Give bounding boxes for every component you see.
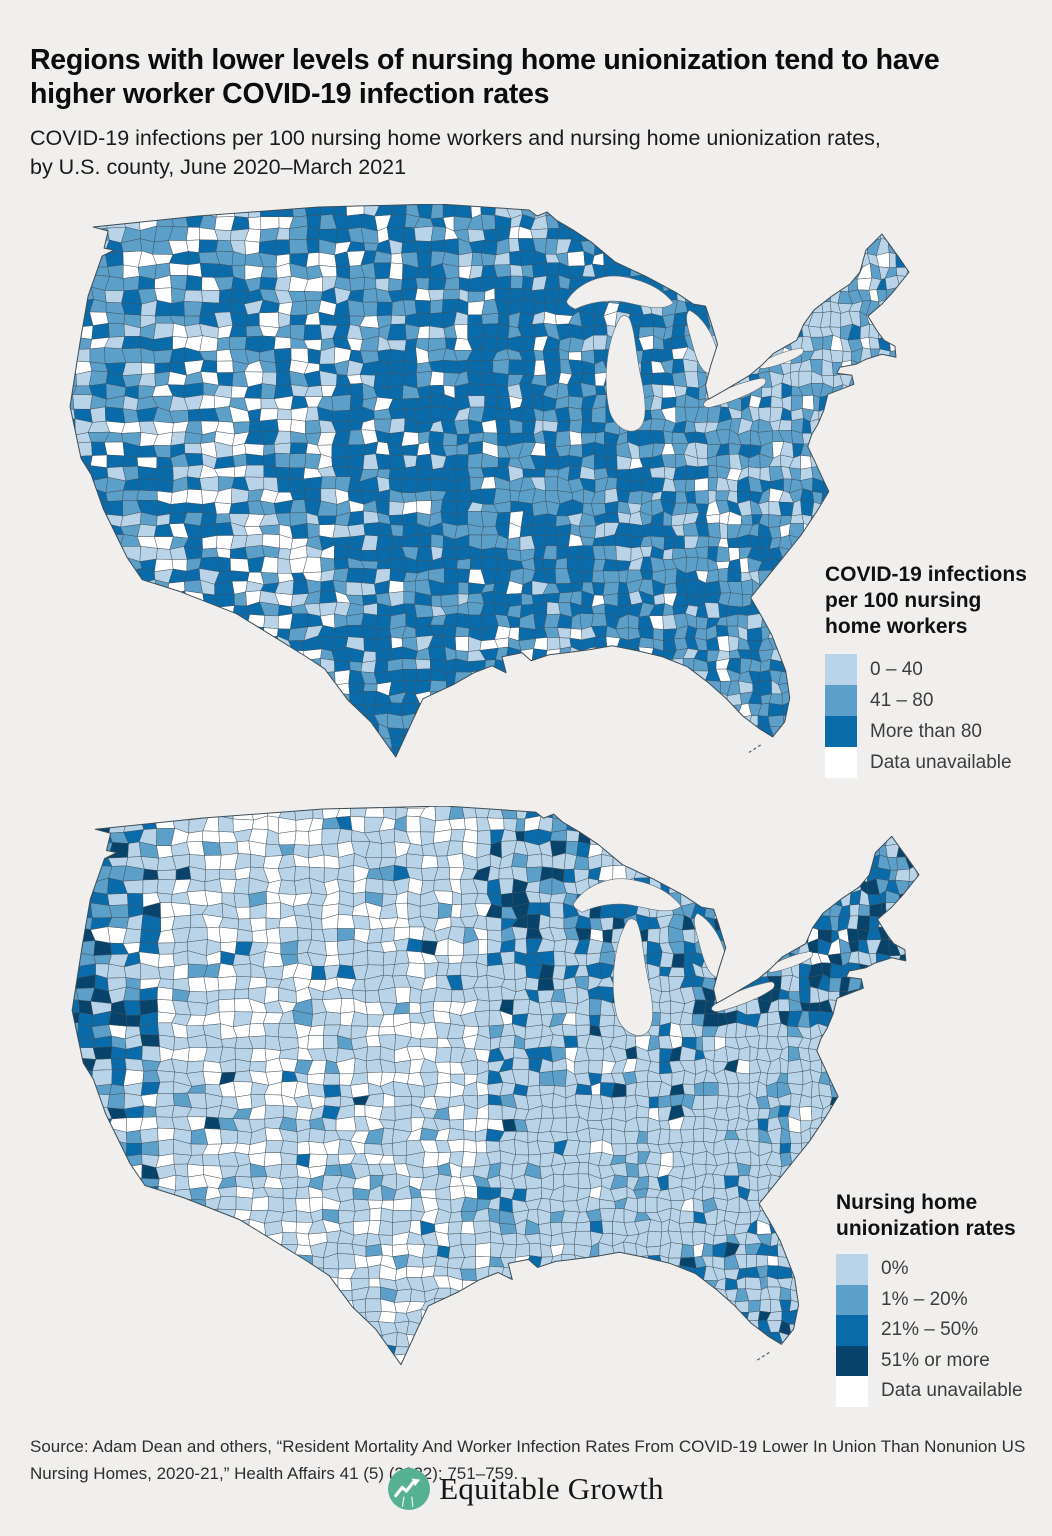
legend-covid-title: COVID-19 infections per 100 nursing home… — [825, 563, 1027, 638]
legend-item: Data unavailable — [825, 747, 1035, 778]
legend-swatch-41-80 — [825, 685, 857, 716]
legend-swatch-more-than-80 — [825, 716, 857, 747]
florida-keys — [754, 1351, 770, 1363]
page-title: Regions with lower levels of nursing hom… — [30, 44, 940, 111]
legend-union-title: Nursing home unionization rates — [836, 1191, 1016, 1240]
legend-swatch-0-40 — [825, 654, 857, 685]
us-county-map-unionization-rates — [71, 806, 920, 1366]
us-county-map-covid-infections — [69, 204, 910, 758]
us-outline — [69, 204, 910, 758]
legend-swatch-51pct-or-more — [836, 1345, 868, 1376]
legend-item: 1% – 20% — [836, 1284, 1046, 1315]
florida-keys — [746, 744, 762, 755]
legend-item: 41 – 80 — [825, 685, 1035, 716]
logo-growth-chart-icon — [388, 1468, 431, 1510]
legend-item: More than 80 — [825, 716, 1035, 747]
us-outline — [71, 806, 920, 1366]
legend-swatch-union-data-unavailable — [836, 1376, 868, 1407]
logo-text: Equitable Growth — [439, 1471, 664, 1506]
legend-swatch-21-50pct — [836, 1315, 868, 1346]
legend-item: 21% – 50% — [836, 1315, 1046, 1346]
legend-item: 0 – 40 — [825, 654, 1035, 685]
legend-unionization: Nursing home unionization rates 0% 1% – … — [836, 1190, 1046, 1407]
legend-swatch-data-unavailable — [825, 747, 857, 778]
legend-item: 51% or more — [836, 1345, 1046, 1376]
legend-covid-items: 0 – 40 41 – 80 More than 80 Data unavail… — [825, 654, 1035, 778]
legend-covid-infections: COVID-19 infections per 100 nursing home… — [825, 562, 1035, 778]
legend-union-items: 0% 1% – 20% 21% – 50% 51% or more Data u… — [836, 1254, 1046, 1407]
legend-item: Data unavailable — [836, 1376, 1046, 1407]
page-subtitle: COVID-19 infections per 100 nursing home… — [30, 124, 1030, 182]
legend-swatch-0pct — [836, 1254, 868, 1285]
equitable-growth-logo: Equitable Growth — [0, 1468, 1052, 1510]
legend-item: 0% — [836, 1254, 1046, 1285]
great-lakes — [566, 275, 804, 432]
subtitle-line-2: by U.S. county, June 2020–March 2021 — [30, 154, 407, 179]
great-lakes — [573, 878, 813, 1036]
subtitle-line-1: COVID-19 infections per 100 nursing home… — [30, 125, 881, 150]
legend-swatch-1-20pct — [836, 1284, 868, 1315]
